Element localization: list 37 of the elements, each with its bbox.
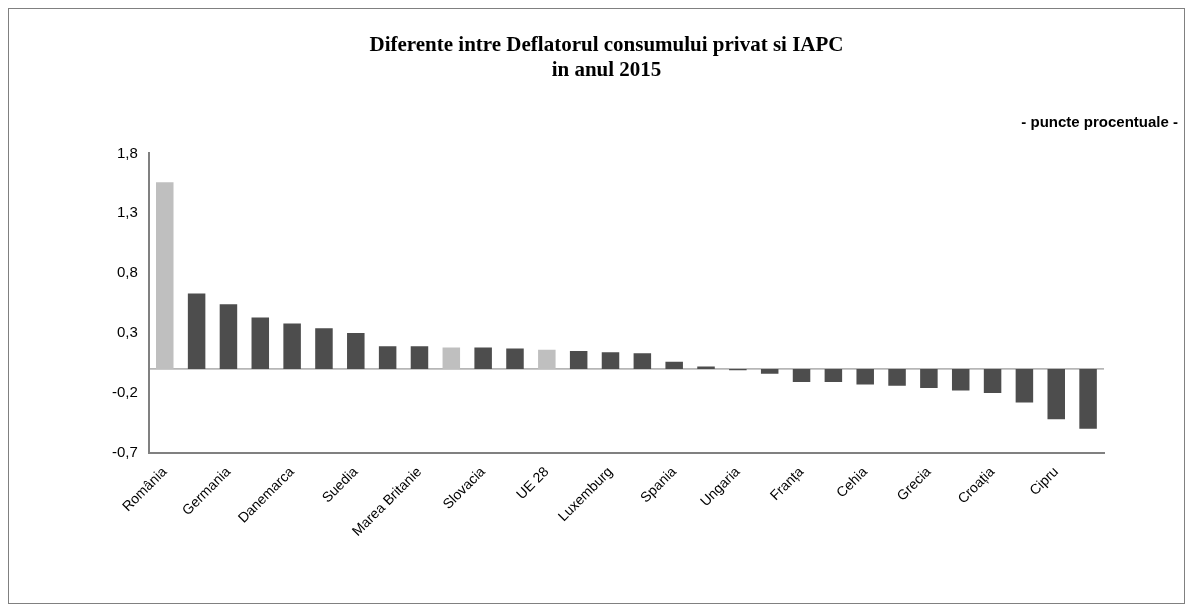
bar [888,368,906,386]
bar [219,304,238,369]
bar [283,323,301,369]
bar [251,317,270,369]
bar [538,349,556,369]
chart-title: Diferente intre Deflatorul consumului privat si IAPC in anul 2015 [369,32,844,82]
bar [920,368,938,389]
y-tick-label: -0,2 [111,383,138,401]
bar [156,182,174,369]
y-tick-label: 0,3 [116,323,138,341]
bar [1079,368,1097,429]
bar [601,352,620,369]
bar [378,346,397,369]
bar [1015,368,1034,403]
y-tick-label: 0,8 [116,263,138,281]
bar [665,361,683,369]
y-tick-label: 1,3 [116,203,138,221]
bar [951,368,970,391]
bar [983,368,1002,393]
bar [856,368,874,385]
bar [506,348,524,369]
bar [410,346,429,369]
bar [569,350,588,369]
bar [792,368,811,383]
text: - puncte procentuale - [1021,113,1178,130]
bar [315,328,333,369]
bar [187,293,206,369]
bar [1047,368,1065,420]
y-tick-label: -0,7 [111,442,138,460]
bar [824,368,843,383]
bar [474,347,492,369]
bar [633,353,652,369]
y-tick-label: 1,8 [116,143,138,161]
x-tick-label: UE 28 [512,463,552,503]
bar [347,333,365,369]
bar [760,368,779,374]
bar [442,347,461,369]
